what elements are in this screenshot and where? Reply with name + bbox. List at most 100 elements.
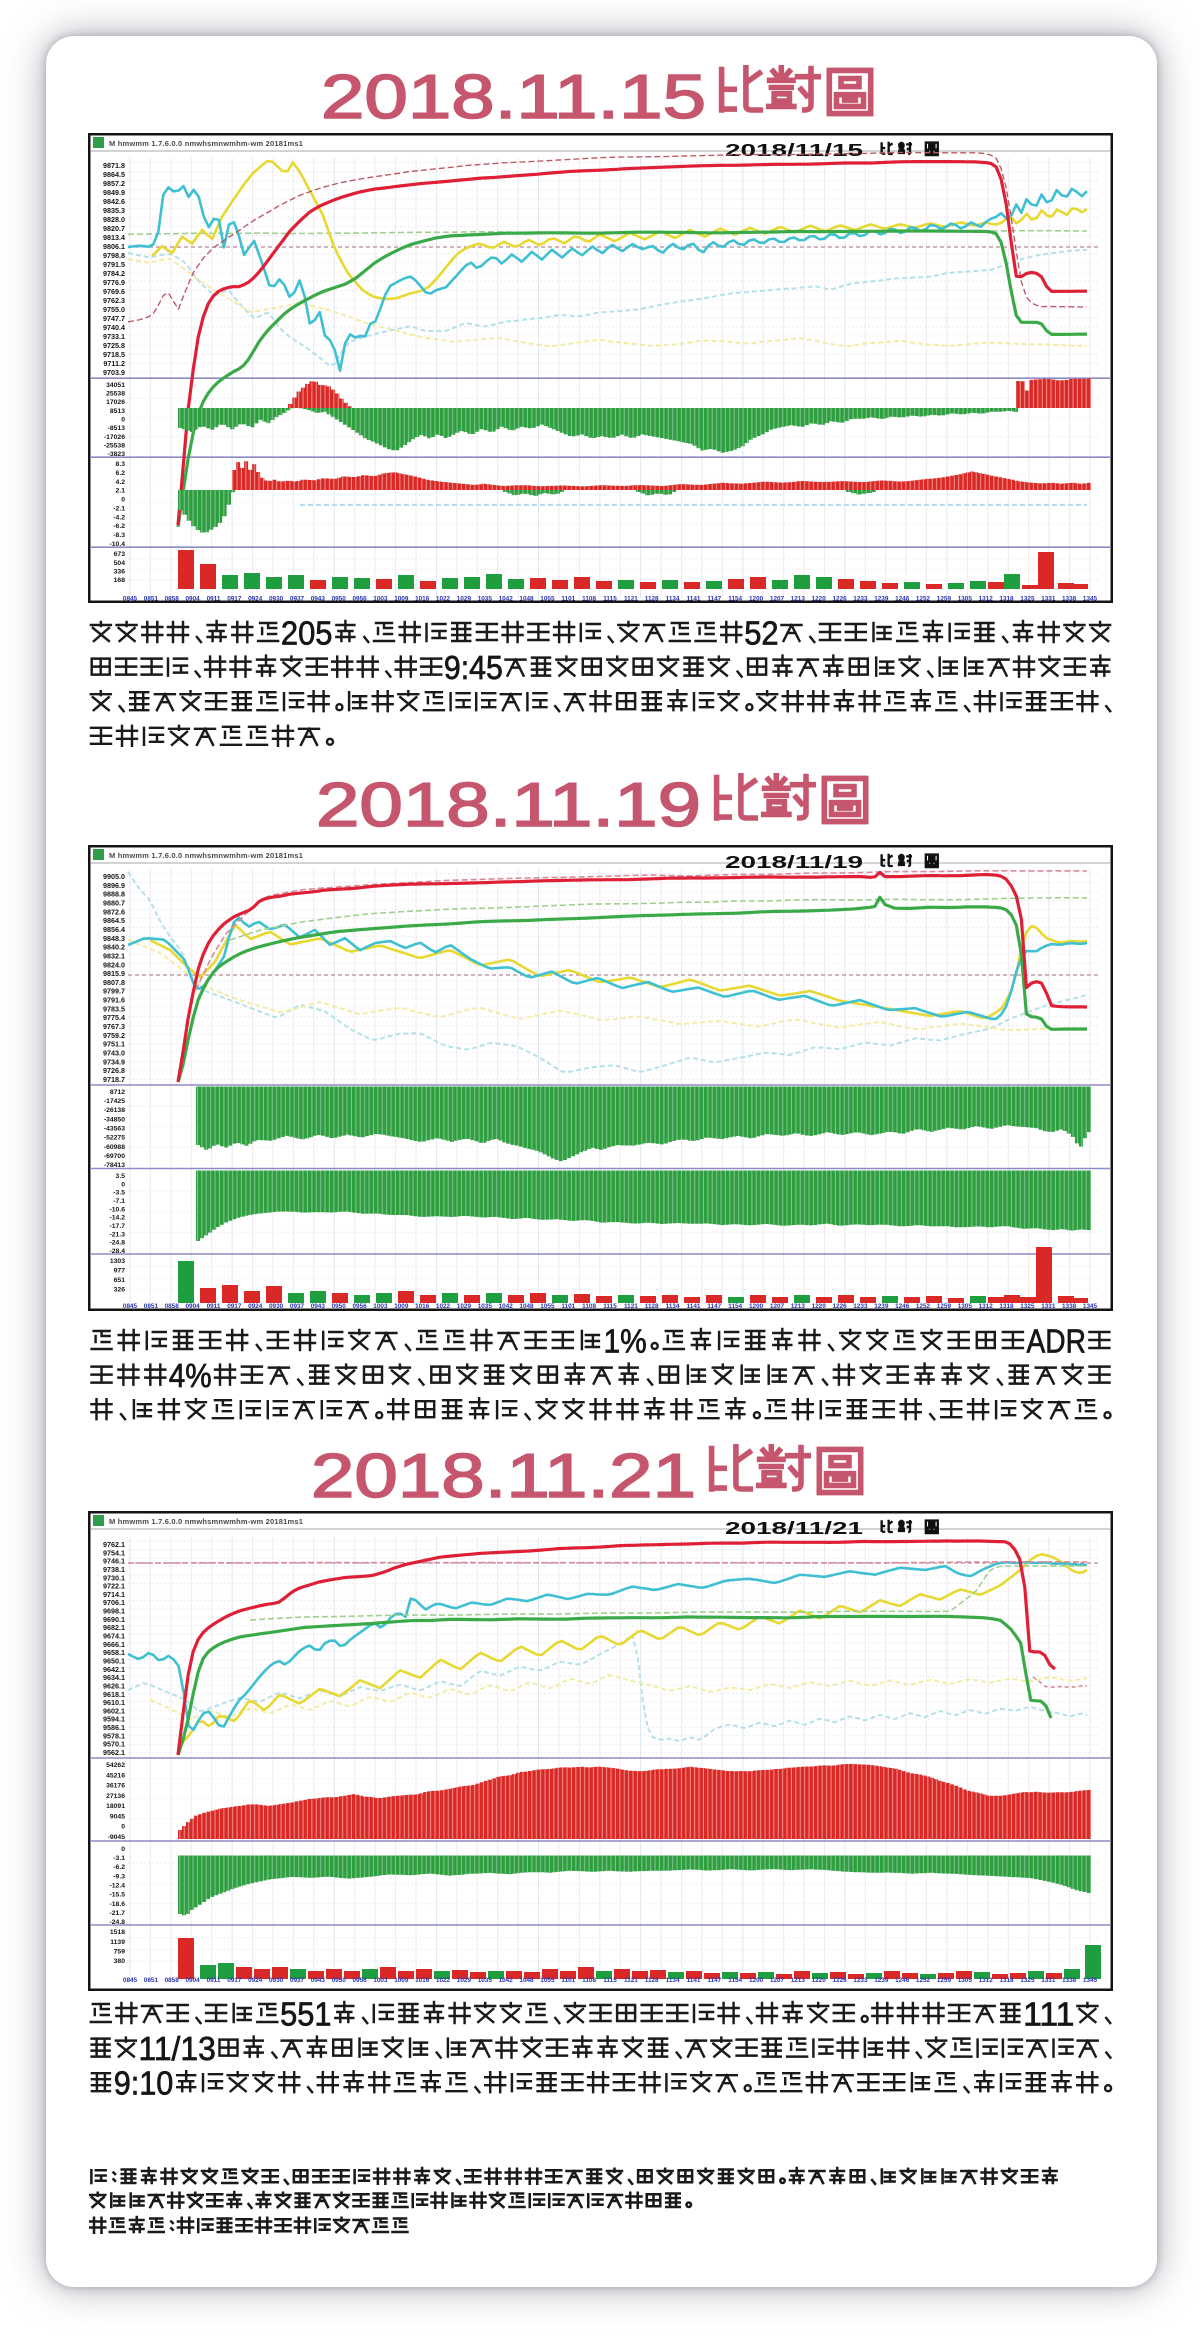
svg-text:1022: 1022	[436, 1303, 451, 1310]
svg-text:9856.4: 9856.4	[103, 925, 125, 934]
svg-text:0930: 0930	[269, 1977, 284, 1984]
svg-text:1200: 1200	[749, 1303, 764, 1310]
svg-text:1042: 1042	[499, 596, 514, 603]
svg-text:1312: 1312	[979, 1303, 994, 1310]
svg-text:2018.11.21: 2018.11.21	[311, 1444, 696, 1508]
svg-text:9:10: 9:10	[114, 2065, 174, 2102]
svg-text:0845: 0845	[123, 1977, 138, 1984]
svg-text:-52275: -52275	[104, 1135, 125, 1142]
svg-text:-3.1: -3.1	[113, 1855, 125, 1862]
svg-text:0917: 0917	[227, 1977, 242, 1984]
svg-text:9714.1: 9714.1	[103, 1590, 125, 1599]
svg-text:1246: 1246	[895, 596, 910, 603]
svg-text:-17026: -17026	[104, 434, 125, 441]
svg-text:0858: 0858	[165, 1303, 180, 1310]
svg-text:-4.2: -4.2	[113, 514, 125, 521]
svg-text:-8513: -8513	[108, 425, 126, 432]
svg-text:1252: 1252	[916, 1303, 931, 1310]
svg-text:-15.5: -15.5	[110, 1892, 126, 1899]
svg-text:0858: 0858	[165, 1977, 180, 1984]
svg-text:0911: 0911	[207, 1977, 221, 1984]
svg-text:0845: 0845	[123, 1303, 138, 1310]
svg-text:18091: 18091	[106, 1803, 125, 1810]
svg-text:45216: 45216	[106, 1772, 125, 1779]
svg-text:1312: 1312	[979, 1977, 994, 1984]
svg-text:1345: 1345	[1083, 596, 1098, 603]
svg-text:1239: 1239	[874, 1977, 889, 1984]
svg-text:1029: 1029	[457, 596, 472, 603]
svg-text:9754.1: 9754.1	[103, 1548, 125, 1557]
svg-text:9888.8: 9888.8	[103, 890, 125, 899]
svg-text:0: 0	[121, 1846, 125, 1853]
svg-text:1029: 1029	[457, 1977, 472, 1984]
svg-text:1305: 1305	[958, 1303, 973, 1310]
svg-text:1134: 1134	[666, 1977, 680, 1984]
svg-text:-24.8: -24.8	[110, 1919, 126, 1926]
svg-text:1121: 1121	[624, 1977, 638, 1984]
svg-text:-6.2: -6.2	[113, 1864, 125, 1871]
svg-text:1141: 1141	[687, 596, 701, 603]
svg-text:0851: 0851	[144, 1303, 159, 1310]
svg-text:9706.1: 9706.1	[103, 1598, 125, 1607]
svg-text:0: 0	[121, 1824, 125, 1831]
svg-text:-3823: -3823	[108, 451, 126, 458]
svg-text:168: 168	[114, 577, 126, 584]
svg-text:0950: 0950	[332, 596, 347, 603]
svg-text:9718.7: 9718.7	[103, 1075, 125, 1084]
svg-text:1233: 1233	[853, 596, 868, 603]
svg-text:-21.3: -21.3	[110, 1231, 126, 1238]
svg-text:9634.1: 9634.1	[103, 1673, 125, 1682]
svg-text:9832.1: 9832.1	[103, 951, 125, 960]
svg-text:9759.2: 9759.2	[103, 1031, 125, 1040]
svg-text:1318: 1318	[999, 1977, 1014, 1984]
svg-text:504: 504	[114, 560, 126, 567]
svg-text:-14.2: -14.2	[110, 1215, 126, 1222]
svg-text:1303: 1303	[110, 1258, 125, 1265]
svg-text:-28.4: -28.4	[110, 1248, 126, 1255]
svg-text:1233: 1233	[853, 1303, 868, 1310]
svg-text:0904: 0904	[185, 596, 200, 603]
svg-text:1220: 1220	[812, 1303, 827, 1310]
svg-text:9857.2: 9857.2	[103, 179, 125, 188]
svg-text:1207: 1207	[770, 1303, 785, 1310]
svg-text:1035: 1035	[478, 1977, 493, 1984]
svg-text:9610.1: 9610.1	[103, 1698, 125, 1707]
svg-text:3.5: 3.5	[116, 1173, 126, 1180]
svg-text:9828.0: 9828.0	[103, 215, 125, 224]
svg-text:1134: 1134	[666, 596, 680, 603]
svg-text:1121: 1121	[624, 1303, 638, 1310]
svg-text:9726.8: 9726.8	[103, 1066, 125, 1075]
svg-text:9798.8: 9798.8	[103, 251, 125, 260]
svg-text:9722.1: 9722.1	[103, 1582, 125, 1591]
svg-text:1048: 1048	[519, 1303, 534, 1310]
svg-text:1035: 1035	[478, 596, 493, 603]
svg-text:0911: 0911	[207, 1303, 221, 1310]
svg-text:1108: 1108	[582, 1977, 596, 1984]
svg-text:9658.1: 9658.1	[103, 1648, 125, 1657]
svg-text:9896.9: 9896.9	[103, 881, 125, 890]
svg-text:111: 111	[1023, 2000, 1074, 2033]
svg-text:0943: 0943	[311, 1977, 326, 1984]
svg-text:1213: 1213	[791, 596, 806, 603]
svg-text:-43563: -43563	[104, 1126, 125, 1133]
svg-text:380: 380	[114, 1958, 126, 1965]
svg-text:1259: 1259	[937, 596, 952, 603]
svg-text:673: 673	[114, 551, 126, 558]
svg-text:1141: 1141	[687, 1303, 701, 1310]
svg-text:9690.1: 9690.1	[103, 1615, 125, 1624]
svg-text:1003: 1003	[373, 596, 388, 603]
svg-text:9840.2: 9840.2	[103, 943, 125, 952]
svg-text:1305: 1305	[958, 596, 973, 603]
svg-text:0930: 0930	[269, 1303, 284, 1310]
svg-text:4%: 4%	[169, 1357, 212, 1394]
svg-text:1207: 1207	[770, 1977, 785, 1984]
svg-text:-6.2: -6.2	[113, 523, 125, 530]
svg-text:1226: 1226	[832, 596, 847, 603]
svg-text:0956: 0956	[352, 596, 367, 603]
svg-text:1016: 1016	[415, 1977, 430, 1984]
svg-text:0956: 0956	[352, 1303, 367, 1310]
svg-text:1101: 1101	[561, 596, 575, 603]
svg-text:1003: 1003	[373, 1977, 388, 1984]
svg-text:2.1: 2.1	[116, 488, 126, 495]
svg-text:9711.2: 9711.2	[103, 359, 125, 368]
